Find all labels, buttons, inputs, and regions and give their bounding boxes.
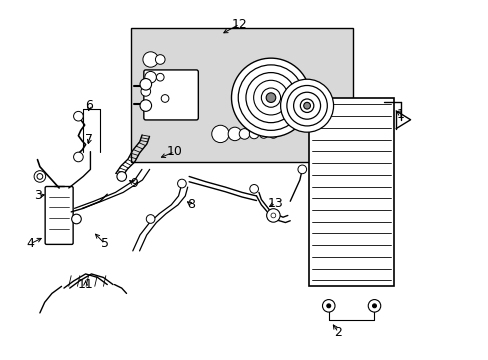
Text: 1: 1 [396,108,404,121]
Circle shape [239,129,249,139]
Circle shape [293,92,320,119]
Circle shape [322,300,334,312]
Circle shape [268,130,277,138]
Text: 2: 2 [334,326,342,339]
Circle shape [140,100,151,111]
Circle shape [297,165,306,174]
Circle shape [326,304,330,308]
Text: 7: 7 [85,133,93,146]
Text: 11: 11 [78,278,93,291]
Bar [131,28,352,162]
Text: 13: 13 [267,197,283,210]
Text: 9: 9 [129,177,138,190]
Circle shape [261,88,280,107]
Circle shape [228,127,241,141]
Circle shape [140,78,151,90]
Text: 10: 10 [166,145,182,158]
Text: 5: 5 [101,237,109,250]
Circle shape [367,300,380,312]
Text: 4: 4 [26,237,34,250]
Bar [309,99,393,286]
Circle shape [156,73,164,81]
Circle shape [72,214,81,224]
Circle shape [372,304,376,308]
Circle shape [161,95,168,102]
Circle shape [286,85,326,126]
FancyBboxPatch shape [45,186,73,244]
Circle shape [141,86,150,96]
Circle shape [280,79,333,132]
Circle shape [270,213,275,218]
Circle shape [245,73,295,123]
FancyBboxPatch shape [143,70,198,120]
Circle shape [117,172,126,181]
Circle shape [238,65,303,130]
Circle shape [146,215,155,223]
Circle shape [73,152,83,162]
Circle shape [300,99,313,112]
Text: 3: 3 [35,189,42,202]
Circle shape [265,93,275,103]
Circle shape [249,185,258,193]
Circle shape [253,80,288,115]
Circle shape [231,58,310,137]
Circle shape [37,174,42,179]
Circle shape [142,52,158,67]
Circle shape [303,102,310,109]
Circle shape [73,111,83,121]
Text: 6: 6 [85,99,93,112]
Circle shape [211,125,228,143]
Circle shape [144,71,156,83]
Text: 8: 8 [187,198,195,211]
Circle shape [259,130,267,138]
Circle shape [249,129,259,139]
Text: 12: 12 [231,18,247,31]
Circle shape [34,171,45,182]
Circle shape [266,209,280,222]
Circle shape [155,55,165,64]
Circle shape [177,179,186,188]
